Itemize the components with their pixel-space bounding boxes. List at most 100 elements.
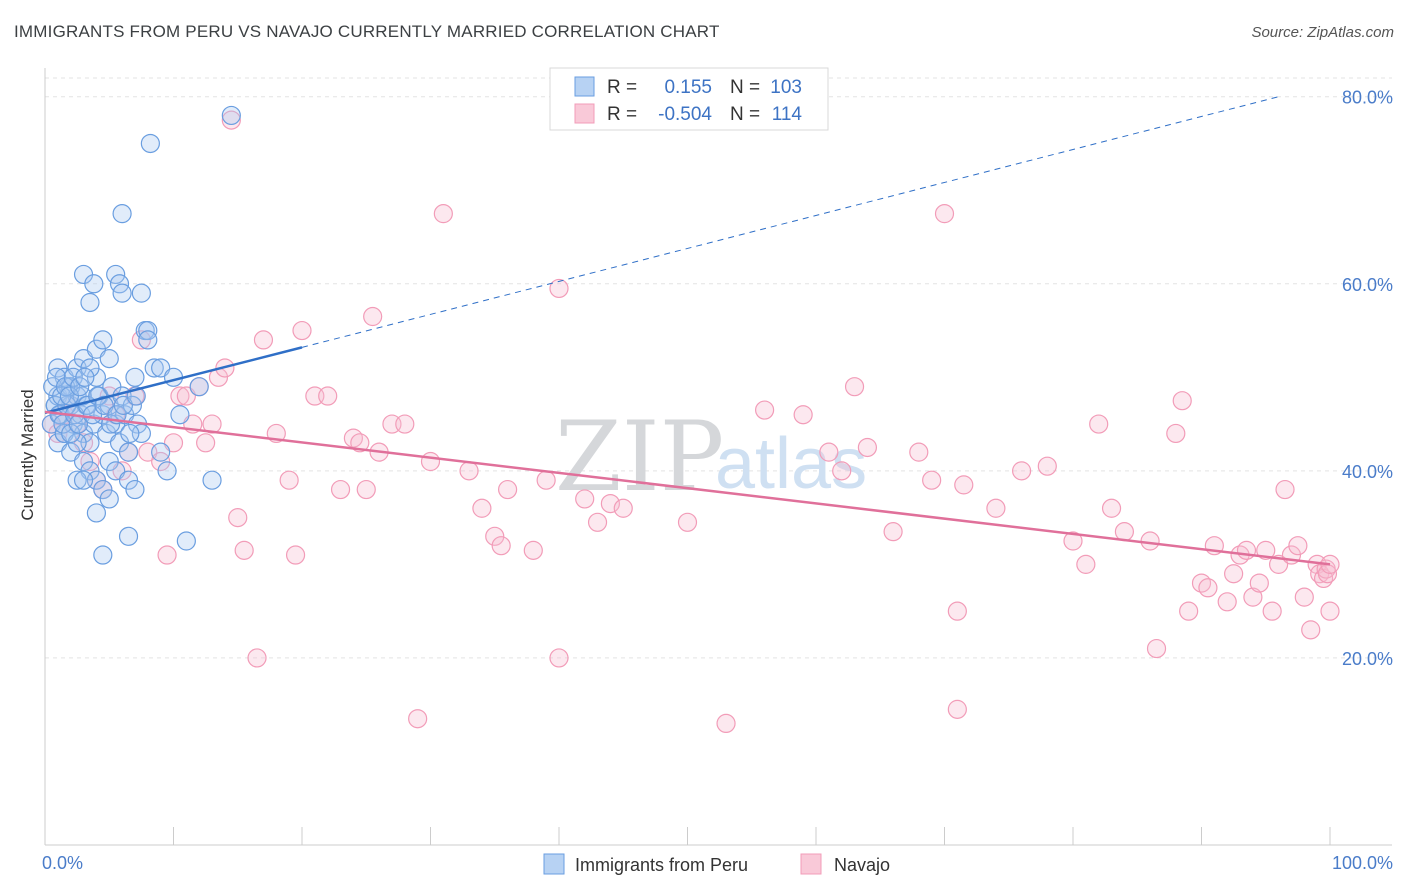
navajo-point	[228, 508, 248, 528]
navajo-point	[318, 386, 338, 406]
peru-point	[112, 204, 132, 224]
navajo-point	[934, 204, 955, 224]
navajo-point	[170, 386, 190, 406]
legend-n-value-1: 103	[770, 77, 802, 98]
navajo-point	[1114, 522, 1135, 542]
navajo-point	[176, 386, 196, 406]
navajo-point	[350, 433, 370, 453]
navajo-point	[221, 110, 241, 130]
navajo-point	[491, 536, 511, 556]
navajo-point	[857, 437, 878, 458]
watermark-atlas: atlas	[715, 424, 867, 504]
navajo-point	[234, 540, 254, 560]
navajo-point	[1063, 531, 1083, 551]
tick-labels: 20.0% 40.0% 60.0% 80.0% 0.0% 100.0%	[42, 88, 1393, 873]
navajo-point	[1146, 638, 1167, 659]
peru-point	[120, 423, 140, 444]
source-credit: Source: ZipAtlas.com	[1251, 24, 1394, 41]
watermark-zip: ZIP	[555, 401, 724, 513]
navajo-point	[1236, 540, 1257, 560]
y-tick-label: 80.0%	[1342, 88, 1393, 108]
x-tick-label: 0.0%	[42, 853, 83, 873]
peru-point	[73, 470, 94, 490]
legend-r-value-2: -0.504	[658, 104, 712, 125]
peru-point	[80, 461, 100, 481]
peru-point	[176, 531, 196, 551]
navajo-point	[575, 489, 595, 509]
navajo-point	[196, 433, 216, 453]
peru-point	[151, 442, 171, 462]
navajo-point	[1262, 601, 1282, 621]
navajo-point	[1249, 573, 1269, 593]
navajo-point	[1320, 601, 1340, 621]
correlation-legend: R = 0.155 N = 103 R = -0.504 N = 114	[549, 67, 829, 131]
navajo-point	[1172, 391, 1192, 411]
legend-r-label-2: R =	[607, 104, 637, 125]
y-axis-title: Currently Married	[18, 389, 37, 520]
peru-point	[125, 367, 145, 387]
navajo-point	[819, 442, 839, 462]
navajo-point	[986, 498, 1006, 518]
navajo-point	[363, 306, 383, 327]
bottom-legend-peru: Immigrants from Peru	[575, 855, 748, 875]
legend-n-label-1: N =	[730, 77, 760, 98]
navajo-point	[883, 522, 903, 542]
navajo-point	[1217, 592, 1237, 612]
navajo-point	[131, 330, 151, 350]
legend-n-label-2: N =	[730, 104, 760, 125]
navajo-point	[433, 204, 453, 224]
peru-point	[99, 451, 119, 472]
peru-point	[63, 367, 83, 387]
x-tick-label: 100.0%	[1332, 853, 1393, 873]
peru-point	[84, 274, 104, 294]
navajo-point	[202, 414, 222, 434]
navajo-point	[485, 526, 505, 546]
legend-pink-swatch	[574, 103, 595, 124]
navajo-point	[1037, 456, 1057, 476]
navajo-point	[549, 278, 569, 299]
bottom-legend-blue-swatch	[543, 853, 565, 875]
legend-r-label-1: R =	[607, 77, 637, 98]
navajo-point	[587, 512, 608, 532]
navajo-point	[1101, 498, 1122, 518]
peru-point	[80, 292, 100, 313]
peru-point	[67, 470, 87, 490]
trend-lines	[44, 96, 1331, 566]
peru-point	[75, 367, 95, 387]
navajo-point	[613, 498, 633, 518]
navajo-point	[1089, 414, 1109, 434]
navajo-point	[157, 545, 177, 565]
legend-r-value-1: 0.155	[664, 77, 712, 98]
peru-point	[80, 358, 100, 378]
navajo-point	[947, 601, 967, 621]
peru-point	[118, 470, 139, 490]
navajo-point	[279, 470, 299, 490]
y-tick-label: 40.0%	[1342, 462, 1393, 482]
peru-point	[112, 283, 132, 303]
navajo-point	[677, 512, 698, 532]
peru-point	[131, 283, 151, 303]
peru-point	[118, 526, 139, 546]
peru-point	[93, 545, 113, 565]
navajo-points	[41, 110, 1340, 734]
peru-point	[170, 405, 190, 425]
peru-point	[86, 367, 107, 387]
navajo-point	[1301, 620, 1321, 640]
bottom-legend-pink-swatch	[800, 853, 822, 875]
navajo-point	[844, 377, 865, 397]
peru-point	[99, 489, 119, 509]
navajo-trend-line	[44, 410, 1331, 566]
peru-point	[202, 470, 222, 490]
peru-point	[189, 377, 209, 397]
peru-point	[93, 479, 113, 500]
navajo-point	[1294, 587, 1314, 607]
axes	[44, 68, 1392, 846]
navajo-point	[1288, 536, 1308, 556]
peru-point	[151, 358, 171, 378]
peru-point	[140, 133, 160, 154]
peru-point	[118, 442, 139, 462]
peru-points	[41, 105, 241, 565]
navajo-point	[420, 451, 441, 472]
peru-point	[86, 503, 107, 523]
